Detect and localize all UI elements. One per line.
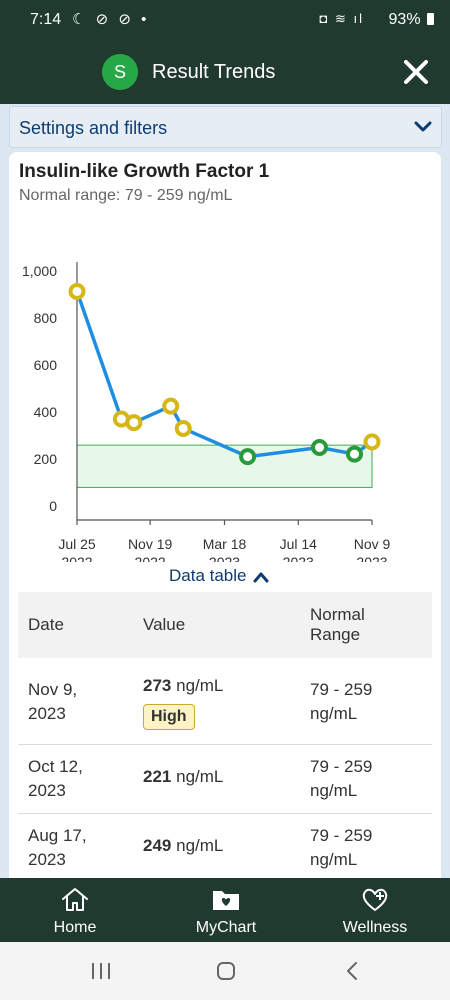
x-tick-label: Jul 14 xyxy=(280,536,318,552)
nav-mychart[interactable]: MyChart xyxy=(188,886,264,937)
mychart-folder-icon xyxy=(213,891,239,910)
app-header: S Result Trends xyxy=(0,40,450,104)
column-header-date: Date xyxy=(18,592,133,658)
settings-filters-label: Settings and filters xyxy=(19,118,168,138)
row-value: 221 xyxy=(143,766,172,786)
bottom-nav: Home MyChart Wellness xyxy=(0,878,450,942)
data-point xyxy=(311,438,328,456)
y-tick-label: 400 xyxy=(34,404,58,420)
result-card: Insulin-like Growth Factor 1 Normal rang… xyxy=(9,152,441,878)
home-icon xyxy=(62,888,88,911)
recent-apps-icon[interactable] xyxy=(90,962,112,980)
row-date: Oct 12, 2023 xyxy=(28,756,83,800)
y-tick-label: 0 xyxy=(49,498,57,514)
x-tick-label: 2023 xyxy=(209,554,240,562)
data-table-toggle-label: Data table xyxy=(169,566,247,585)
x-tick-label: 2022 xyxy=(135,554,166,562)
status-bar: 7:14 ☾ ⊘ ⊘ • ◘ ≋ ıl 93% xyxy=(0,0,450,40)
y-tick-label: 800 xyxy=(34,310,58,326)
avatar[interactable]: S xyxy=(102,54,138,90)
results-table: Date Value Normal Range Nov 9, 2023 273 … xyxy=(18,592,432,878)
wellness-heart-icon xyxy=(362,888,388,911)
column-header-range-label: Normal Range xyxy=(310,605,365,644)
x-tick-label: 2023 xyxy=(283,554,314,562)
nav-wellness[interactable]: Wellness xyxy=(340,886,410,937)
row-date: Aug 17, 2023 xyxy=(28,825,87,869)
normal-range-text: Normal range: 79 - 259 ng/mL xyxy=(19,187,233,204)
column-header-range: Normal Range xyxy=(300,592,432,658)
row-value: 273 xyxy=(143,676,172,695)
row-range: 79 - 259 ng/mL xyxy=(310,756,373,800)
row-date: Nov 9, 2023 xyxy=(28,680,78,723)
home-system-icon[interactable] xyxy=(216,961,236,981)
data-point xyxy=(68,282,86,300)
x-tick-label: 2022 xyxy=(61,554,92,562)
y-tick-label: 1,000 xyxy=(22,263,57,279)
table-row: Nov 9, 2023 273 ng/mL High 79 - 259 ng/m… xyxy=(18,658,432,745)
nav-wellness-label: Wellness xyxy=(342,919,408,936)
system-nav-bar xyxy=(0,942,450,1000)
signal-icons: ◘ ≋ ıl xyxy=(319,11,364,26)
nav-mychart-label: MyChart xyxy=(195,919,257,936)
data-point xyxy=(363,433,381,451)
row-unit: ng/mL xyxy=(176,766,224,786)
x-tick-label: 2023 xyxy=(356,554,387,562)
battery-indicator: 93% xyxy=(389,11,434,29)
series-line xyxy=(75,290,374,459)
row-range: 79 - 259 ng/mL xyxy=(310,825,373,869)
battery-percent: 93% xyxy=(388,11,421,28)
data-point xyxy=(239,448,257,466)
battery-icon xyxy=(427,13,434,25)
data-point xyxy=(174,419,192,437)
y-tick-label: 200 xyxy=(34,451,58,467)
normal-range-band xyxy=(76,444,373,488)
page-title: Result Trends xyxy=(152,61,276,83)
high-flag-badge: High xyxy=(143,704,195,730)
data-point xyxy=(162,397,180,415)
trend-chart: 0 200 400 600 800 1,000 Jul 25 2022 Nov 19 2022 Ma… xyxy=(22,262,391,562)
nav-home-label: Home xyxy=(53,919,97,936)
notification-icons: ☾ ⊘ ⊘ • xyxy=(72,11,150,28)
row-value: 249 xyxy=(143,835,172,855)
row-range: 79 - 259 ng/mL xyxy=(310,680,373,723)
table-row: Aug 17, 2023 249 ng/mL 79 - 259 ng/mL xyxy=(18,813,432,878)
data-point xyxy=(125,414,143,432)
back-icon[interactable] xyxy=(345,961,359,981)
table-header-row: Date Value Normal Range xyxy=(18,592,432,658)
column-header-value: Value xyxy=(133,592,300,658)
table-row: Oct 12, 2023 221 ng/mL 79 - 259 ng/mL xyxy=(18,744,432,814)
row-unit: ng/mL xyxy=(176,835,224,855)
x-tick-label: Nov 19 xyxy=(128,536,173,552)
settings-filters-bar[interactable]: Settings and filters xyxy=(9,106,442,148)
close-icon[interactable] xyxy=(400,56,432,88)
x-tick-label: Nov 9 xyxy=(354,536,391,552)
nav-home[interactable]: Home xyxy=(50,886,100,937)
test-title: Insulin-like Growth Factor 1 xyxy=(19,161,270,182)
data-point xyxy=(346,445,363,463)
chevron-up-icon xyxy=(253,572,268,583)
row-unit: ng/mL xyxy=(176,676,224,695)
y-tick-label: 600 xyxy=(34,357,58,373)
data-table-toggle[interactable]: Data table xyxy=(169,566,269,586)
chevron-down-icon xyxy=(414,121,432,132)
x-tick-label: Jul 25 xyxy=(58,536,96,552)
x-tick-label: Mar 18 xyxy=(203,536,247,552)
content-area: Settings and filters Insulin-like Growth… xyxy=(0,104,450,878)
status-time: 7:14 xyxy=(30,11,62,28)
